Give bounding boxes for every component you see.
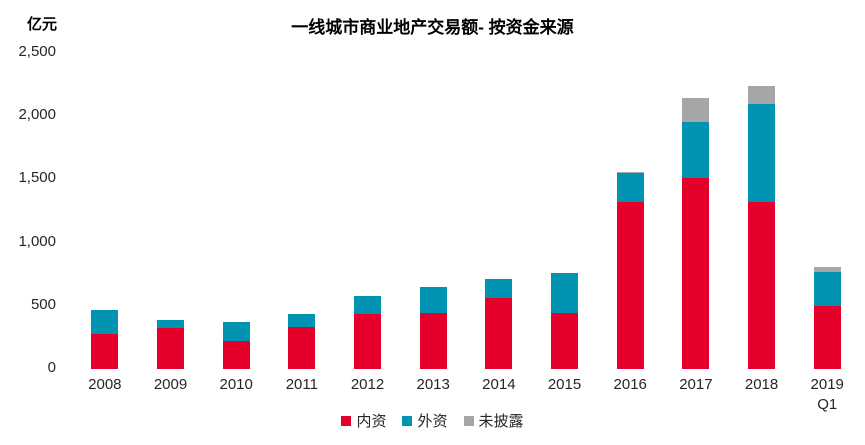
bar-2008[interactable] bbox=[91, 309, 119, 369]
bar-2014[interactable] bbox=[485, 279, 513, 369]
bar-column bbox=[532, 53, 598, 369]
bar-column bbox=[729, 53, 795, 369]
bar-segment-undisclosed[interactable] bbox=[682, 97, 710, 122]
y-tick-label: 1,500 bbox=[18, 169, 56, 187]
y-axis-unit-label: 亿元 bbox=[27, 16, 58, 33]
bar-segment-domestic[interactable] bbox=[354, 314, 382, 369]
bar-2016[interactable] bbox=[616, 171, 644, 369]
bar-segment-foreign[interactable] bbox=[485, 279, 513, 299]
x-axis-label: 2013 bbox=[416, 376, 450, 393]
bar-column bbox=[138, 53, 204, 369]
bar-2017[interactable] bbox=[682, 97, 710, 369]
bar-segment-domestic[interactable] bbox=[157, 327, 184, 369]
legend-item-foreign[interactable]: 外资 bbox=[402, 410, 448, 431]
bar-segment-domestic[interactable] bbox=[551, 312, 579, 369]
bar-segment-foreign[interactable] bbox=[157, 320, 184, 328]
bar-segment-domestic[interactable] bbox=[91, 334, 119, 369]
bar-column bbox=[794, 53, 860, 369]
bar-segment-foreign[interactable] bbox=[91, 309, 119, 335]
bar-2011[interactable] bbox=[288, 314, 316, 369]
bar-column bbox=[466, 53, 532, 369]
x-axis-label: 2015 bbox=[547, 376, 582, 393]
bar-2019 Q1[interactable] bbox=[813, 266, 841, 369]
bar-2009[interactable] bbox=[157, 320, 184, 369]
legend: 内资 外资 未披露 bbox=[0, 410, 865, 431]
y-tick-label: 0 bbox=[47, 359, 56, 376]
bar-segment-foreign[interactable] bbox=[288, 314, 316, 327]
x-axis-label: 2019 Q1 bbox=[810, 376, 844, 413]
x-axis-label: 2016 bbox=[613, 376, 647, 393]
bar-segment-domestic[interactable] bbox=[485, 298, 513, 369]
bar-segment-undisclosed[interactable] bbox=[616, 171, 644, 174]
bar-2018[interactable] bbox=[748, 85, 776, 369]
bar-column bbox=[203, 53, 269, 369]
bar-segment-domestic[interactable] bbox=[813, 305, 841, 369]
y-tick-label: 2,500 bbox=[18, 43, 56, 60]
legend-item-undisclosed[interactable]: 未披露 bbox=[463, 410, 524, 431]
bar-2012[interactable] bbox=[354, 295, 382, 369]
plot-area bbox=[72, 53, 860, 369]
chart-title: 一线城市商业地产交易额- 按资金来源 bbox=[291, 18, 574, 37]
bar-column bbox=[597, 53, 663, 369]
legend-label: 外资 bbox=[417, 413, 448, 430]
bar-column bbox=[400, 53, 466, 369]
bar-segment-domestic[interactable] bbox=[682, 177, 710, 369]
bar-segment-undisclosed[interactable] bbox=[813, 266, 841, 272]
y-tick-label: 1,000 bbox=[18, 232, 56, 250]
x-axis: 2008 2009 2010 2011 2012 2013 2014 2015 2016 2017… bbox=[72, 375, 860, 415]
bar-column bbox=[663, 53, 729, 369]
bar-column bbox=[269, 53, 335, 369]
bar-2013[interactable] bbox=[419, 286, 447, 369]
bar-segment-foreign[interactable] bbox=[682, 121, 710, 178]
bar-segment-foreign[interactable] bbox=[354, 295, 382, 314]
x-axis-label: 2014 bbox=[482, 376, 516, 393]
bar-segment-domestic[interactable] bbox=[616, 202, 644, 369]
x-axis-label: 2017 bbox=[679, 376, 713, 393]
y-tick-label: 500 bbox=[30, 295, 56, 313]
x-axis-label: 2018 bbox=[744, 376, 779, 393]
bar-segment-domestic[interactable] bbox=[419, 313, 447, 369]
bar-segment-foreign[interactable] bbox=[748, 103, 776, 203]
bar-segment-undisclosed[interactable] bbox=[748, 85, 776, 104]
bar-segment-foreign[interactable] bbox=[222, 321, 250, 342]
legend-label: 未披露 bbox=[478, 413, 524, 430]
bar-segment-foreign[interactable] bbox=[419, 286, 447, 314]
x-axis-label: 2008 bbox=[88, 376, 122, 393]
bar-segment-foreign[interactable] bbox=[616, 173, 644, 203]
legend-label: 内资 bbox=[356, 413, 387, 430]
x-axis-label: 2011 bbox=[285, 376, 318, 393]
bar-segment-domestic[interactable] bbox=[748, 202, 776, 369]
bar-column bbox=[72, 53, 138, 369]
bar-segment-domestic[interactable] bbox=[288, 326, 316, 369]
bar-segment-domestic[interactable] bbox=[222, 341, 250, 369]
legend-item-domestic[interactable]: 内资 bbox=[341, 410, 386, 431]
legend-swatch-undisclosed bbox=[463, 415, 474, 426]
bar-segment-foreign[interactable] bbox=[813, 271, 841, 306]
y-axis: 0 500 1,000 1,500 2,000 2,500 bbox=[0, 0, 56, 445]
bar-2015[interactable] bbox=[551, 273, 579, 369]
legend-swatch-domestic bbox=[341, 415, 352, 426]
x-axis-label: 2009 bbox=[153, 376, 188, 393]
legend-swatch-foreign bbox=[402, 415, 413, 426]
bar-2010[interactable] bbox=[222, 321, 250, 369]
bar-segment-foreign[interactable] bbox=[551, 273, 579, 313]
y-tick-label: 2,000 bbox=[18, 106, 56, 124]
x-axis-label: 2012 bbox=[350, 376, 385, 393]
bar-column bbox=[335, 53, 401, 369]
x-axis-label: 2010 bbox=[219, 376, 253, 393]
